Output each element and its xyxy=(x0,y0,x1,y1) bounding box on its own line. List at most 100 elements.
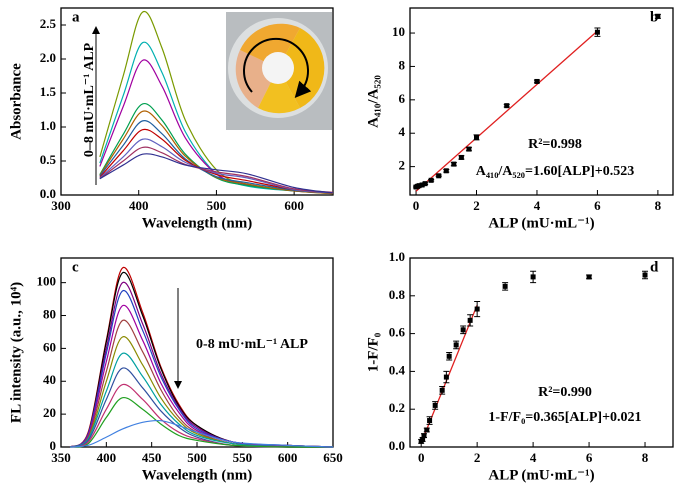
data-point xyxy=(420,436,426,442)
spectrum-line xyxy=(69,397,334,448)
annotation: R²=0.990 xyxy=(538,385,592,400)
y-tick-label: 0.5 xyxy=(40,152,57,167)
spectrum-line xyxy=(70,419,334,448)
y-tick-label: 0.6 xyxy=(389,325,406,340)
annotation: 0-8 mU·mL⁻¹ ALP xyxy=(196,337,308,352)
y-axis-label: FL intensity (a.u., 10⁴) xyxy=(8,282,24,423)
x-axis-label: Wavelength (nm) xyxy=(142,467,252,483)
x-tick-label: 600 xyxy=(278,450,298,465)
photo-inset xyxy=(226,12,332,130)
data-point xyxy=(458,154,464,160)
data-point xyxy=(439,387,445,393)
panel-label: a xyxy=(72,9,80,25)
data-point xyxy=(427,418,433,424)
y-tick-label: 2 xyxy=(399,158,406,173)
x-tick-label: 0 xyxy=(418,450,425,465)
y-tick-label: 1.0 xyxy=(389,249,405,264)
annotation: A₄₁₀/A₅₂₀=1.60[ALP]+0.523 xyxy=(476,164,635,179)
x-tick-label: 0 xyxy=(413,198,420,213)
x-tick-label: 450 xyxy=(142,450,162,465)
spectrum-line xyxy=(99,146,334,193)
spectrum-line xyxy=(99,153,334,194)
x-tick-label: 4 xyxy=(530,450,537,465)
y-tick-label: 2.5 xyxy=(40,16,57,31)
spectrum-line xyxy=(99,120,334,194)
plot-frame xyxy=(409,257,674,448)
annotation: 1-F/F₀=0.365[ALP]+0.021 xyxy=(488,410,641,425)
data-point xyxy=(504,103,510,109)
y-tick-label: 100 xyxy=(37,274,57,289)
y-tick-label: 10 xyxy=(392,24,405,39)
plot-frame xyxy=(409,7,674,196)
data-point xyxy=(594,29,600,35)
x-tick-label: 6 xyxy=(594,198,601,213)
x-tick-label: 500 xyxy=(187,450,207,465)
x-tick-label: 2 xyxy=(473,198,480,213)
panel: 0 2 4 6 8 0.0 0.2 0.4 0.6 0.8 1.0 ALP (mU·mL⁻¹) 1-F/… xyxy=(365,249,674,483)
data-point xyxy=(424,427,430,433)
x-axis-label: ALP (mU·mL⁻¹) xyxy=(488,215,594,231)
x-axis-label: Wavelength (nm) xyxy=(142,215,252,231)
data-point xyxy=(460,327,466,333)
data-point xyxy=(416,183,422,189)
data-point xyxy=(436,173,442,179)
y-tick-label: 4 xyxy=(399,124,406,139)
y-tick-label: 1.0 xyxy=(40,118,56,133)
x-axis-label: ALP (mU·mL⁻¹) xyxy=(488,467,594,483)
y-tick-label: 0.0 xyxy=(389,438,405,453)
y-tick-label: 0.4 xyxy=(389,362,406,377)
y-tick-label: 0 xyxy=(50,438,57,453)
panel: 0 2 4 6 8 2 4 6 8 10 ALP (mU·mL⁻¹) A₄₁₀/A₅₂₀ b R²=0.9… xyxy=(365,7,674,231)
x-tick-label: 300 xyxy=(51,198,71,213)
spectrum-line xyxy=(99,128,334,194)
y-axis-label: Absorbance xyxy=(8,63,24,140)
y-tick-label: 40 xyxy=(43,372,56,387)
y-tick-label: 8 xyxy=(399,57,406,72)
annotation: 0–8 mU·mL⁻¹ ALP xyxy=(82,42,97,157)
y-tick-label: 20 xyxy=(43,405,56,420)
y-axis-label: A₄₁₀/A₅₂₀ xyxy=(365,75,381,128)
x-tick-label: 600 xyxy=(284,198,304,213)
wells-yellow2 xyxy=(258,68,300,114)
x-tick-label: 4 xyxy=(534,198,541,213)
spectrum-line xyxy=(99,138,334,194)
y-tick-label: 80 xyxy=(43,307,56,322)
x-tick-label: 2 xyxy=(474,450,481,465)
wells-orange xyxy=(240,23,300,68)
panel-label: b xyxy=(650,9,658,25)
y-tick-label: 0.8 xyxy=(389,287,406,302)
data-point xyxy=(421,433,427,439)
spectrum-line xyxy=(69,282,334,448)
x-tick-label: 6 xyxy=(586,450,593,465)
x-tick-label: 8 xyxy=(655,198,662,213)
data-point xyxy=(534,78,540,84)
data-point xyxy=(474,134,480,140)
data-point xyxy=(530,274,536,280)
y-tick-label: 0.2 xyxy=(389,400,405,415)
data-point xyxy=(453,342,459,348)
data-point xyxy=(655,13,661,19)
spectrum-line xyxy=(99,110,334,195)
plot-frame xyxy=(60,7,334,196)
wells-yellow xyxy=(278,28,325,108)
y-tick-label: 1.5 xyxy=(40,84,57,99)
data-point xyxy=(502,283,508,289)
y-tick-label: 60 xyxy=(43,339,56,354)
data-point xyxy=(419,182,425,188)
data-point xyxy=(474,306,480,312)
panel: 350 400 450 500 550 600 650 0 20 40 60 80 100 Wavelen… xyxy=(8,257,343,483)
x-tick-label: 400 xyxy=(129,198,149,213)
panel-label: c xyxy=(72,259,79,275)
panel: 300 400 500 600 0.0 0.5 1.0 1.5 2.0 2.5 Wavelength… xyxy=(8,7,334,231)
data-point xyxy=(422,181,428,187)
data-point xyxy=(466,146,472,152)
x-tick-label: 650 xyxy=(323,450,343,465)
panel-label: d xyxy=(650,259,659,275)
data-point xyxy=(443,374,449,380)
y-axis-label: 1-F/F₀ xyxy=(365,332,381,372)
x-tick-label: 350 xyxy=(51,450,71,465)
data-point xyxy=(451,161,457,167)
fit-line xyxy=(415,30,598,192)
